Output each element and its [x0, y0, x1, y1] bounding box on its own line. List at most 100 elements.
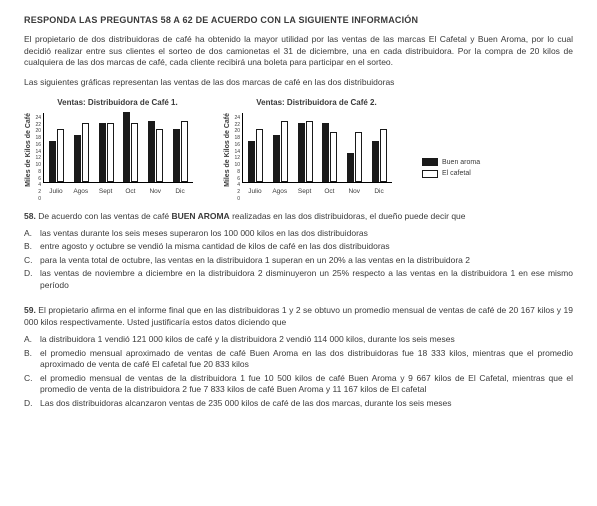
- ytick-label: 6: [234, 176, 240, 183]
- chart-2-plot: [242, 113, 392, 183]
- bar-group: [321, 123, 339, 181]
- bar-el-cafetal: [82, 123, 89, 181]
- xtick-label: Oct: [320, 188, 338, 197]
- ytick-label: 8: [234, 169, 240, 176]
- bar-buen-aroma: [298, 123, 305, 181]
- bar-group: [346, 132, 364, 182]
- q59-label-c: C.: [24, 373, 40, 396]
- legend-row-el-cafetal: El cafetal: [422, 169, 480, 178]
- bar-group: [48, 129, 66, 182]
- legend-label-1: El cafetal: [442, 169, 471, 178]
- ytick-label: 16: [35, 142, 41, 149]
- ytick-label: 14: [35, 149, 41, 156]
- q58-label-c: C.: [24, 255, 40, 266]
- q59-opt-b: el promedio mensual aproximado de ventas…: [40, 348, 573, 371]
- bar-group: [247, 129, 265, 182]
- ytick-label: 20: [234, 128, 240, 135]
- bar-buen-aroma: [273, 135, 280, 182]
- ytick-label: 12: [234, 155, 240, 162]
- bar-el-cafetal: [380, 129, 387, 182]
- intro-paragraph-1: El propietario de dos distribuidoras de …: [24, 34, 573, 68]
- bar-buen-aroma: [123, 112, 130, 182]
- legend-label-0: Buen aroma: [442, 158, 480, 167]
- ytick-label: 2: [35, 189, 41, 196]
- bar-buen-aroma: [372, 141, 379, 182]
- ytick-label: 4: [35, 182, 41, 189]
- chart-1-xticks: JulioAgosSeptOctNovDic: [43, 187, 193, 197]
- bar-buen-aroma: [49, 141, 56, 182]
- charts-row: Ventas: Distribuidora de Café 1. Miles d…: [24, 98, 573, 196]
- q58-number: 58.: [24, 211, 36, 221]
- ytick-label: 10: [234, 162, 240, 169]
- q59-opt-a: la distribuidora 1 vendió 121 000 kilos …: [40, 334, 573, 345]
- ytick-label: 12: [35, 155, 41, 162]
- bar-group: [296, 121, 314, 182]
- ytick-label: 0: [234, 196, 240, 203]
- chart-legend: Buen aroma El cafetal: [422, 158, 480, 181]
- ytick-label: 8: [35, 169, 41, 176]
- bar-group: [370, 129, 388, 182]
- bar-group: [122, 112, 140, 182]
- bar-el-cafetal: [57, 129, 64, 182]
- bar-buen-aroma: [148, 121, 155, 182]
- ytick-label: 10: [35, 162, 41, 169]
- q58-stem-a: De acuerdo con las ventas de café: [36, 211, 172, 221]
- xtick-label: Nov: [146, 188, 164, 197]
- legend-row-buen-aroma: Buen aroma: [422, 158, 480, 167]
- q59-label-a: A.: [24, 334, 40, 345]
- bar-group: [272, 121, 290, 182]
- xtick-label: Oct: [121, 188, 139, 197]
- legend-swatch-light: [422, 170, 438, 178]
- xtick-label: Agos: [72, 188, 90, 197]
- ytick-label: 4: [234, 182, 240, 189]
- bar-el-cafetal: [131, 123, 138, 181]
- q59-label-b: B.: [24, 348, 40, 371]
- chart-2-ylabel: Miles de Kilos de Café: [223, 113, 232, 187]
- intro-paragraph-2: Las siguientes gráficas representan las …: [24, 77, 573, 88]
- ytick-label: 18: [234, 135, 240, 142]
- chart-1-yticks: 242220181614121086420: [35, 115, 43, 185]
- bar-buen-aroma: [322, 123, 329, 181]
- q58-bold: BUEN AROMA: [171, 211, 229, 221]
- xtick-label: Agos: [271, 188, 289, 197]
- bar-buen-aroma: [74, 135, 81, 182]
- bar-buen-aroma: [99, 123, 106, 181]
- bar-el-cafetal: [330, 132, 337, 182]
- xtick-label: Sept: [296, 188, 314, 197]
- xtick-label: Julio: [246, 188, 264, 197]
- bar-buen-aroma: [347, 153, 354, 182]
- ytick-label: 24: [234, 115, 240, 122]
- chart-2-title: Ventas: Distribuidora de Café 2.: [241, 98, 392, 109]
- bar-el-cafetal: [306, 121, 313, 182]
- page-header: RESPONDA LAS PREGUNTAS 58 A 62 DE ACUERD…: [24, 14, 573, 26]
- q58-stem-b: realizadas en las dos distribuidoras, el…: [230, 211, 466, 221]
- q58-label-d: D.: [24, 268, 40, 291]
- q58-opt-d: las ventas de noviembre a diciembre en l…: [40, 268, 573, 291]
- q59-opt-d: Las dos distribuidoras alcanzaron ventas…: [40, 398, 573, 409]
- q59-label-d: D.: [24, 398, 40, 409]
- q59-options: A. la distribuidora 1 vendió 121 000 kil…: [24, 334, 573, 409]
- q58-label-b: B.: [24, 241, 40, 252]
- bar-el-cafetal: [156, 129, 163, 182]
- q59-stem: 59. El propietario afirma en el informe …: [24, 305, 573, 328]
- xtick-label: Dic: [370, 188, 388, 197]
- ytick-label: 18: [35, 135, 41, 142]
- ytick-label: 2: [234, 189, 240, 196]
- bar-group: [147, 121, 165, 182]
- xtick-label: Dic: [171, 188, 189, 197]
- q58-stem: 58. De acuerdo con las ventas de café BU…: [24, 211, 573, 222]
- chart-1-title: Ventas: Distribuidora de Café 1.: [42, 98, 193, 109]
- q59-stem-text: El propietario afirma en el informe fina…: [24, 305, 573, 326]
- q59-opt-c: el promedio mensual de ventas de la dist…: [40, 373, 573, 396]
- q58-opt-c: para la venta total de octubre, las vent…: [40, 255, 573, 266]
- bar-el-cafetal: [256, 129, 263, 182]
- ytick-label: 22: [234, 122, 240, 129]
- legend-swatch-dark: [422, 158, 438, 166]
- q58-opt-a: las ventas durante los seis meses supera…: [40, 228, 573, 239]
- ytick-label: 14: [234, 149, 240, 156]
- bar-el-cafetal: [181, 121, 188, 182]
- bar-el-cafetal: [107, 123, 114, 181]
- bar-el-cafetal: [355, 132, 362, 182]
- q58-label-a: A.: [24, 228, 40, 239]
- ytick-label: 20: [35, 128, 41, 135]
